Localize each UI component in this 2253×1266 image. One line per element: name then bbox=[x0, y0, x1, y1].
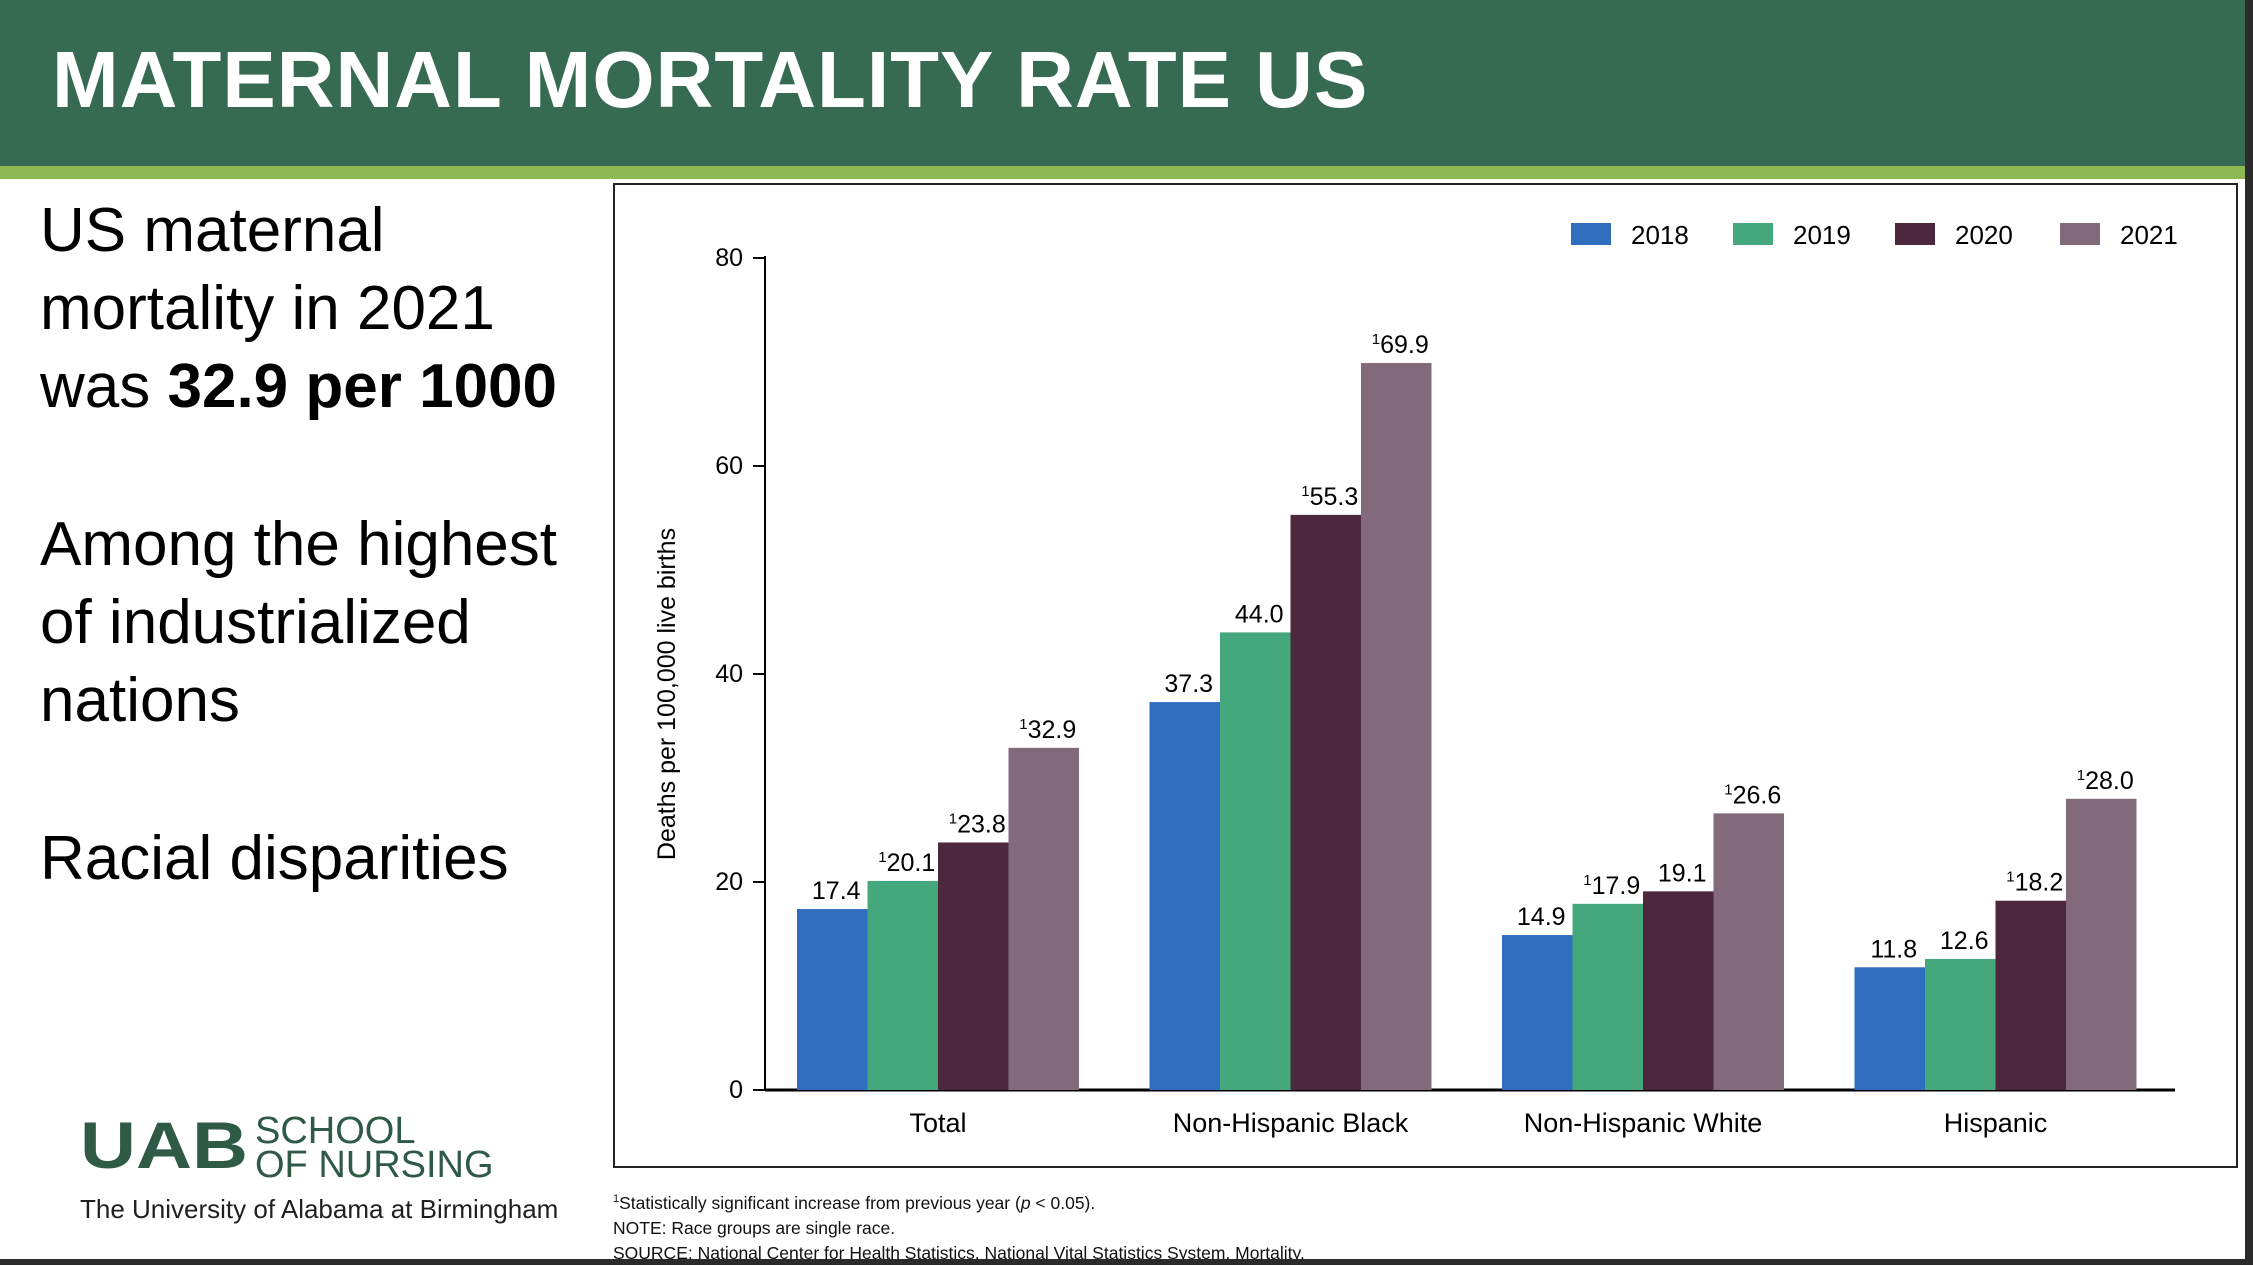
x-category-label: Non-Hispanic White bbox=[1524, 1108, 1763, 1138]
bar bbox=[1361, 363, 1432, 1090]
logo-school-line: OF NURSING bbox=[255, 1144, 494, 1186]
bullet-line: was bbox=[40, 352, 168, 421]
window-edge-right bbox=[2245, 0, 2253, 1265]
footnote-text-end: < 0.05). bbox=[1030, 1192, 1096, 1213]
significance-marker: 1 bbox=[878, 849, 886, 866]
logo-school-line: SCHOOL bbox=[255, 1110, 416, 1152]
logo-school-name: SCHOOL OF NURSING bbox=[255, 1110, 494, 1186]
data-label: 17.4 bbox=[812, 877, 861, 905]
bar bbox=[1713, 813, 1784, 1090]
data-label-value: 69.9 bbox=[1380, 331, 1429, 359]
data-label-value: 28.0 bbox=[2085, 767, 2134, 795]
bar bbox=[867, 880, 938, 1090]
legend-swatch bbox=[2060, 223, 2100, 245]
chart-notes: 1Statistically significant increase from… bbox=[613, 1187, 1305, 1266]
bullet-highlight: 32.9 per 1000 bbox=[167, 352, 558, 421]
bullet-disparities: Racial disparities bbox=[40, 824, 509, 893]
bar bbox=[1925, 958, 1996, 1090]
data-label: 155.3 bbox=[1301, 483, 1358, 511]
data-label: 169.9 bbox=[1372, 331, 1429, 359]
x-category-label: Total bbox=[909, 1108, 966, 1138]
data-label: 14.9 bbox=[1517, 903, 1566, 931]
bar bbox=[1854, 967, 1925, 1090]
data-label: 128.0 bbox=[2077, 767, 2134, 795]
slide-title: MATERNAL MORTALITY RATE US bbox=[52, 35, 1369, 124]
bar bbox=[2066, 798, 2137, 1090]
bar bbox=[797, 909, 868, 1090]
x-category-label: Hispanic bbox=[1944, 1108, 2048, 1138]
data-label-value: 20.1 bbox=[887, 849, 936, 877]
data-label: 120.1 bbox=[878, 849, 935, 877]
footnote-text: Statistically significant increase from … bbox=[619, 1192, 1021, 1213]
significance-marker: 1 bbox=[1372, 331, 1380, 348]
bar bbox=[1008, 747, 1079, 1090]
bar bbox=[1502, 935, 1573, 1090]
race-note: NOTE: Race groups are single race. bbox=[613, 1217, 896, 1238]
data-label-value: 23.8 bbox=[957, 810, 1006, 838]
legend-label: 2018 bbox=[1631, 220, 1689, 250]
significance-marker: 1 bbox=[1724, 781, 1732, 798]
data-label: 19.1 bbox=[1658, 859, 1707, 887]
window-edge-bottom bbox=[0, 1259, 2253, 1265]
footnote: 1Statistically significant increase from… bbox=[613, 1187, 1305, 1216]
bar-chart: 0 20 40 60 80 Deaths per 100,000 live births 1… bbox=[653, 220, 2178, 1138]
footnote-marker: 1 bbox=[613, 1193, 620, 1205]
x-category-label: Non-Hispanic Black bbox=[1173, 1108, 1409, 1138]
y-tick-label: 80 bbox=[715, 244, 743, 272]
significance-marker: 1 bbox=[2006, 869, 2014, 886]
uab-logo-mark: UAB bbox=[80, 1120, 248, 1172]
y-tick-label: 60 bbox=[715, 452, 743, 480]
bullet-industrialized: Among the highest of industrialized nati… bbox=[40, 510, 558, 735]
data-label: 44.0 bbox=[1235, 600, 1284, 628]
y-tick-label: 40 bbox=[715, 660, 743, 688]
data-label: 37.3 bbox=[1164, 670, 1213, 698]
y-tick-label: 0 bbox=[729, 1076, 743, 1104]
legend-swatch bbox=[1733, 223, 1773, 245]
data-label: 12.6 bbox=[1940, 927, 1989, 955]
y-tick-label: 20 bbox=[715, 868, 743, 896]
y-axis-title: Deaths per 100,000 live births bbox=[653, 528, 681, 860]
header-bar bbox=[0, 0, 2253, 166]
legend-swatch bbox=[1895, 223, 1935, 245]
significance-marker: 1 bbox=[1019, 716, 1027, 733]
chart-panel: 0 20 40 60 80 Deaths per 100,000 live births 1… bbox=[613, 183, 2238, 1168]
bar bbox=[1149, 702, 1220, 1090]
legend-label: 2019 bbox=[1793, 220, 1851, 250]
bar bbox=[1290, 514, 1361, 1090]
uab-logo: UAB SCHOOL OF NURSING The University of … bbox=[80, 1108, 600, 1228]
logo-university-name: The University of Alabama at Birmingham bbox=[80, 1194, 559, 1224]
data-label-value: 32.9 bbox=[1028, 716, 1077, 744]
data-label: 11.8 bbox=[1870, 935, 1917, 963]
data-label: 118.2 bbox=[2006, 869, 2063, 897]
data-label-value: 55.3 bbox=[1310, 483, 1359, 511]
uab-logo-mark-text: UAB bbox=[80, 1120, 248, 1172]
bullet-mortality-2021: US maternal mortality in 2021 was 32.9 p… bbox=[40, 192, 615, 426]
legend-label: 2020 bbox=[1955, 220, 2013, 250]
bar bbox=[1220, 632, 1291, 1090]
bullet-line: US maternal bbox=[40, 196, 385, 265]
header-accent-stripe bbox=[0, 166, 2253, 179]
bar bbox=[1643, 891, 1714, 1090]
data-label-value: 26.6 bbox=[1733, 781, 1782, 809]
data-label: 117.9 bbox=[1583, 872, 1640, 900]
bar bbox=[938, 842, 1009, 1090]
bullet-list: US maternal mortality in 2021 was 32.9 p… bbox=[40, 192, 615, 978]
legend-label: 2021 bbox=[2120, 220, 2178, 250]
significance-marker: 1 bbox=[1583, 872, 1591, 889]
bullet-line: mortality in 2021 bbox=[40, 274, 495, 343]
bar bbox=[1995, 900, 2066, 1090]
data-label: 123.8 bbox=[949, 810, 1006, 838]
bar bbox=[1572, 903, 1643, 1090]
significance-marker: 1 bbox=[2077, 767, 2085, 784]
data-label-value: 18.2 bbox=[2015, 869, 2064, 897]
legend-swatch bbox=[1571, 223, 1611, 245]
data-label: 126.6 bbox=[1724, 781, 1781, 809]
significance-marker: 1 bbox=[949, 810, 957, 827]
data-label: 132.9 bbox=[1019, 716, 1076, 744]
significance-marker: 1 bbox=[1301, 483, 1309, 500]
footnote-p: p bbox=[1020, 1192, 1031, 1213]
source-note: SOURCE: National Center for Health Stati… bbox=[613, 1242, 1305, 1263]
data-label-value: 17.9 bbox=[1592, 872, 1641, 900]
